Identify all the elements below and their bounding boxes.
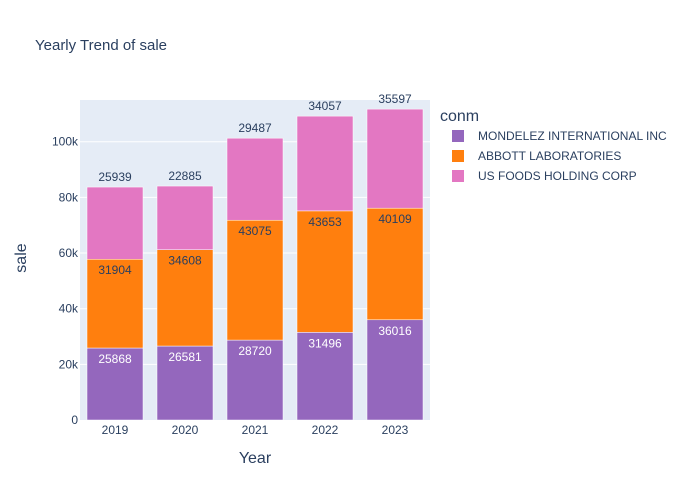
legend-title: conm (440, 108, 479, 125)
bar-value-label: 29487 (238, 121, 272, 135)
bar-value-label: 34608 (168, 254, 202, 268)
bar-value-label: 40109 (378, 212, 412, 226)
y-axis-title: sale (13, 243, 30, 272)
bar-segment (366, 319, 424, 421)
bar-segment (86, 186, 144, 260)
y-tick-label: 20k (59, 357, 79, 371)
bar-segment (156, 185, 214, 250)
chart-title: Yearly Trend of sale (35, 37, 167, 54)
y-tick-label: 60k (59, 246, 79, 260)
x-axis-ticks: 2019 2020 2021 2022 2023 (102, 423, 409, 437)
legend-swatch (452, 150, 464, 162)
bar-value-label: 31904 (98, 263, 132, 277)
legend-label: MONDELEZ INTERNATIONAL INC (478, 129, 667, 143)
bar-value-label: 25939 (98, 170, 132, 184)
bar-value-label: 28720 (238, 344, 272, 358)
legend: conm MONDELEZ INTERNATIONAL INC ABBOTT LA… (440, 108, 667, 183)
x-tick-label: 2023 (382, 423, 409, 437)
bars (86, 108, 424, 421)
bar-value-label: 36016 (378, 324, 412, 338)
y-tick-label: 40k (59, 302, 79, 316)
bar-segment (296, 115, 354, 212)
bar-segment (86, 347, 144, 421)
legend-swatch (452, 130, 464, 142)
bar-labels: 25868 31904 25939 26581 34608 22885 28720 43075… (98, 92, 412, 366)
bar-value-label: 25868 (98, 352, 132, 366)
x-tick-label: 2020 (172, 423, 199, 437)
bar-value-label: 35597 (378, 92, 412, 106)
bar-segment (86, 258, 144, 349)
y-axis-ticks: 0 20k 40k 60k 80k 100k (52, 135, 79, 427)
bar-value-label: 34057 (308, 99, 342, 113)
x-tick-label: 2022 (312, 423, 339, 437)
bar-segment (226, 137, 284, 221)
bar-value-label: 43653 (308, 215, 342, 229)
bar-value-label: 26581 (168, 350, 202, 364)
y-tick-label: 80k (59, 190, 79, 204)
bar-value-label: 31496 (308, 336, 342, 350)
x-tick-label: 2021 (242, 423, 269, 437)
y-tick-label: 0 (71, 413, 78, 427)
bar-segment (296, 332, 354, 421)
legend-swatch (452, 170, 464, 182)
bar-segment (156, 249, 214, 347)
x-tick-label: 2019 (102, 423, 129, 437)
bar-segment (226, 219, 284, 341)
legend-label: US FOODS HOLDING CORP (478, 169, 637, 183)
bar-segment (366, 207, 424, 321)
bar-segment (366, 108, 424, 209)
legend-label: ABBOTT LABORATORIES (478, 149, 621, 163)
y-tick-label: 100k (52, 135, 79, 149)
bar-segment (296, 210, 354, 333)
bar-segment (156, 345, 214, 421)
x-axis-title: Year (239, 450, 272, 467)
bar-value-label: 22885 (168, 169, 202, 183)
bar-value-label: 43075 (238, 224, 272, 238)
